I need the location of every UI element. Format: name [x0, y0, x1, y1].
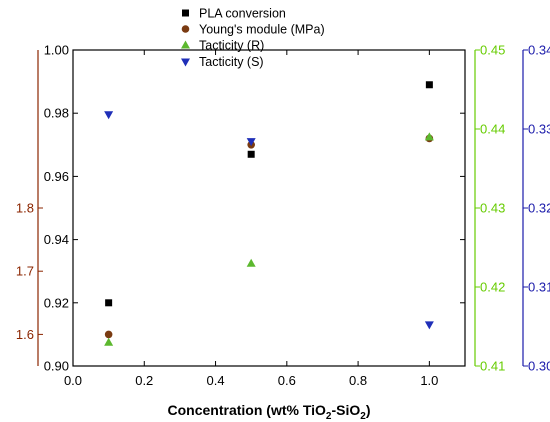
legend-marker-tacticity-r: [181, 40, 190, 49]
y-tick-label-pla: 0.96: [44, 169, 69, 184]
data-point-tacticity_r: [424, 132, 434, 141]
y-tick-label-tacticity_s: 0.32: [528, 201, 550, 216]
y-tick-label-tacticity_s: 0.33: [528, 122, 550, 137]
axis-ticks: 0.0 0.2 0.4 0.6 0.8 1.0 0.90 0.92 0.94 0.96 0.98 1.…: [16, 43, 550, 389]
y-tick-label-pla: 0.92: [44, 295, 69, 310]
y-tick-label-tacticity_s: 0.30: [528, 359, 550, 374]
y-tick-label-pla: 0.98: [44, 106, 69, 121]
x-tick-label: 0.4: [207, 373, 225, 388]
data-points: [104, 81, 434, 346]
x-tick-label: 0.0: [64, 373, 82, 388]
legend: PLA conversion Young's module (MPa) Tact…: [181, 7, 325, 69]
legend-marker-modulus: [181, 25, 190, 33]
data-point-pla: [247, 150, 255, 158]
y-tick-label-modulus: 1.7: [16, 264, 34, 279]
x-axis-label: Concentration (wt% TiO2-SiO2): [168, 402, 371, 422]
data-point-tacticity_r: [246, 258, 256, 267]
data-point-tacticity_s: [424, 321, 434, 330]
y-tick-label-tacticity_r: 0.45: [480, 43, 505, 58]
y-tick-label-tacticity_r: 0.43: [480, 201, 505, 216]
data-point-pla: [425, 81, 433, 89]
data-point-tacticity_s: [104, 111, 114, 120]
data-point-modulus: [104, 330, 113, 339]
legend-label-tacticity-r: Tacticity (R): [199, 39, 264, 53]
y-tick-label-modulus: 1.6: [16, 327, 34, 342]
x-tick-label: 0.2: [135, 373, 153, 388]
legend-label-pla: PLA conversion: [199, 7, 286, 21]
plot-frame: [72, 49, 466, 367]
x-tick-label: 0.6: [278, 373, 296, 388]
y-tick-label-pla: 1.00: [44, 43, 69, 58]
x-tick-label: 0.8: [349, 373, 367, 388]
legend-marker-tacticity-s: [181, 58, 190, 67]
y-tick-label-tacticity_r: 0.44: [480, 122, 505, 137]
x-tick-label: 1.0: [420, 373, 438, 388]
y-tick-label-tacticity_s: 0.34: [528, 43, 550, 58]
y-tick-label-tacticity_s: 0.31: [528, 280, 550, 295]
y-tick-label-pla: 0.94: [44, 232, 69, 247]
legend-label-tacticity-s: Tacticity (S): [199, 55, 264, 69]
y-tick-label-tacticity_r: 0.42: [480, 280, 505, 295]
y-tick-label-pla: 0.90: [44, 359, 69, 374]
data-point-pla: [105, 299, 113, 307]
legend-marker-pla: [182, 9, 189, 17]
data-point-tacticity_r: [104, 337, 114, 346]
y-tick-label-modulus: 1.8: [16, 201, 34, 216]
legend-label-modulus: Young's module (MPa): [199, 23, 325, 37]
y-tick-label-tacticity_r: 0.41: [480, 359, 505, 374]
data-point-tacticity_s: [246, 138, 256, 147]
